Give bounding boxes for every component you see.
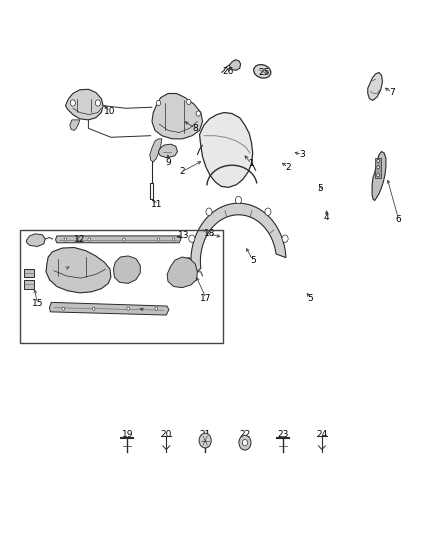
Circle shape [236, 196, 241, 204]
Text: 1: 1 [248, 159, 254, 168]
Text: 3: 3 [300, 150, 305, 159]
Polygon shape [230, 60, 240, 70]
Bar [24, 280, 34, 289]
Circle shape [239, 435, 251, 450]
Circle shape [282, 235, 288, 243]
Text: 26: 26 [222, 67, 233, 76]
Text: 11: 11 [151, 200, 162, 209]
Polygon shape [159, 144, 177, 158]
Text: 6: 6 [396, 214, 401, 223]
Text: 5: 5 [307, 294, 313, 303]
Text: 9: 9 [165, 158, 171, 167]
Circle shape [206, 208, 212, 215]
Circle shape [185, 257, 191, 265]
Circle shape [172, 238, 175, 241]
Circle shape [377, 174, 379, 177]
Text: 18: 18 [204, 229, 215, 238]
Polygon shape [167, 257, 198, 288]
Text: 5: 5 [318, 184, 324, 193]
Polygon shape [27, 234, 45, 246]
Circle shape [156, 100, 161, 106]
Polygon shape [368, 72, 382, 100]
Polygon shape [191, 203, 286, 276]
Circle shape [196, 111, 201, 116]
Text: 22: 22 [239, 430, 251, 439]
Polygon shape [56, 236, 181, 243]
Text: 23: 23 [277, 430, 289, 439]
Text: 5: 5 [250, 256, 256, 265]
Text: 21: 21 [199, 430, 211, 439]
Text: 8: 8 [192, 124, 198, 133]
Circle shape [265, 208, 271, 215]
Text: 24: 24 [316, 430, 328, 439]
Text: 7: 7 [389, 88, 395, 97]
Polygon shape [66, 90, 103, 120]
Polygon shape [374, 158, 381, 178]
Text: 10: 10 [104, 108, 116, 116]
Polygon shape [46, 247, 111, 293]
Text: 15: 15 [32, 299, 43, 308]
Text: 14: 14 [61, 264, 72, 272]
Circle shape [127, 307, 130, 310]
Text: 2: 2 [286, 163, 291, 172]
Circle shape [157, 238, 160, 241]
Text: 17: 17 [200, 294, 212, 303]
Text: 16: 16 [140, 306, 151, 315]
Polygon shape [150, 139, 162, 162]
Polygon shape [113, 256, 140, 284]
Circle shape [187, 99, 191, 104]
Text: 13: 13 [178, 231, 189, 240]
Text: 2: 2 [180, 167, 185, 176]
Circle shape [377, 159, 379, 163]
Circle shape [242, 440, 247, 446]
Polygon shape [152, 93, 202, 139]
Circle shape [64, 238, 67, 241]
Circle shape [155, 307, 158, 310]
Text: 25: 25 [258, 68, 270, 77]
Circle shape [88, 238, 91, 241]
Bar [24, 269, 34, 277]
Text: 12: 12 [74, 235, 85, 244]
Polygon shape [200, 112, 253, 188]
Circle shape [92, 307, 95, 310]
Ellipse shape [254, 64, 271, 78]
Polygon shape [70, 120, 80, 131]
Polygon shape [49, 302, 169, 315]
Text: 4: 4 [323, 214, 329, 222]
Circle shape [123, 238, 125, 241]
Circle shape [95, 100, 100, 106]
Circle shape [377, 166, 379, 169]
Text: 19: 19 [122, 430, 133, 439]
Circle shape [70, 100, 75, 106]
Circle shape [62, 307, 65, 310]
Bar [20, 230, 223, 343]
Polygon shape [372, 151, 386, 200]
Circle shape [199, 433, 211, 448]
Text: 20: 20 [161, 430, 172, 439]
Circle shape [189, 235, 195, 243]
